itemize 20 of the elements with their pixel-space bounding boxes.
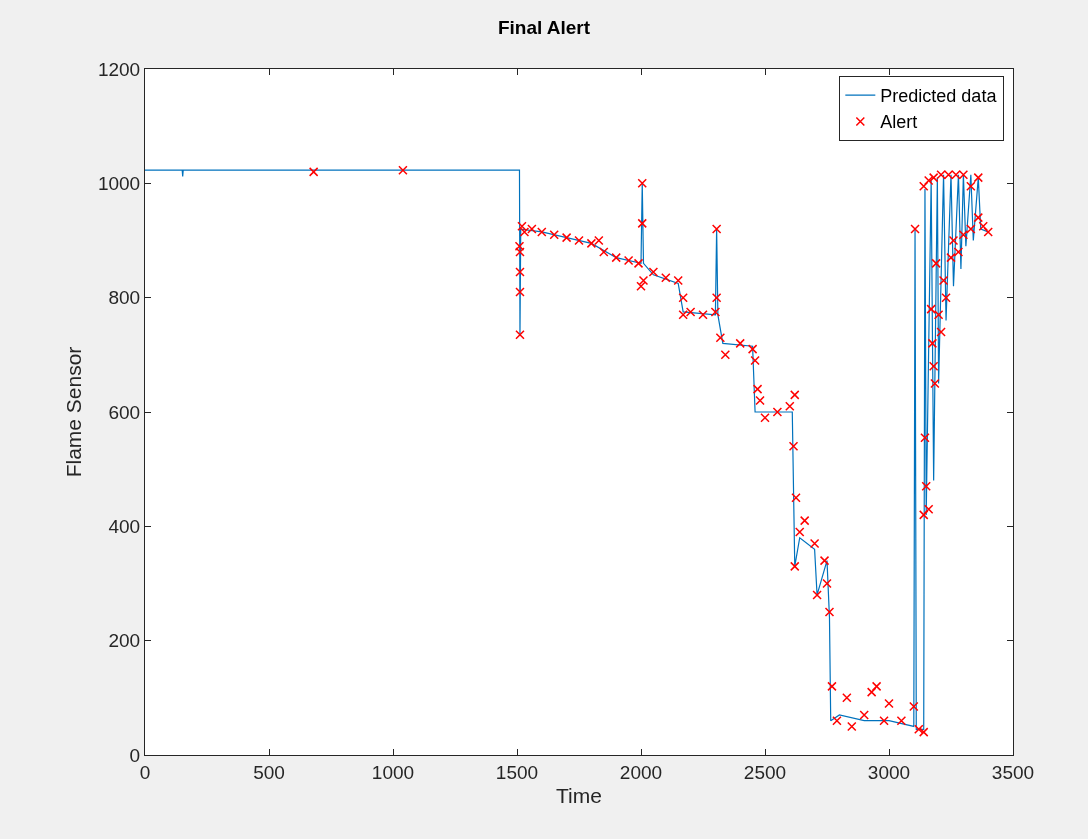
x-axis-title: Time <box>556 784 602 807</box>
x-tick-label: 500 <box>253 761 285 783</box>
y-tick-label: 0 <box>129 744 141 766</box>
chart-title: Final Alert <box>497 17 591 39</box>
y-tick-label: 800 <box>108 287 141 309</box>
y-tick-label: 400 <box>108 515 141 537</box>
legend-label: Predicted data <box>880 86 998 107</box>
line-series <box>145 169 989 730</box>
x-tick-label: 3000 <box>867 761 911 783</box>
y-tick-label: 600 <box>108 401 141 423</box>
x-tick-label: 1000 <box>371 761 415 783</box>
x-tick-label: 1500 <box>495 761 539 783</box>
y-tick-label: 200 <box>108 630 141 652</box>
y-axis-title: Flame Sensor <box>62 346 86 478</box>
x-tick-label: 2000 <box>619 761 663 783</box>
y-tick-label: 1000 <box>97 172 141 194</box>
y-tick-label: 1200 <box>97 58 141 80</box>
legend-label: Alert <box>880 112 918 133</box>
x-tick-label: 3500 <box>991 761 1035 783</box>
x-tick-label: 2500 <box>743 761 787 783</box>
